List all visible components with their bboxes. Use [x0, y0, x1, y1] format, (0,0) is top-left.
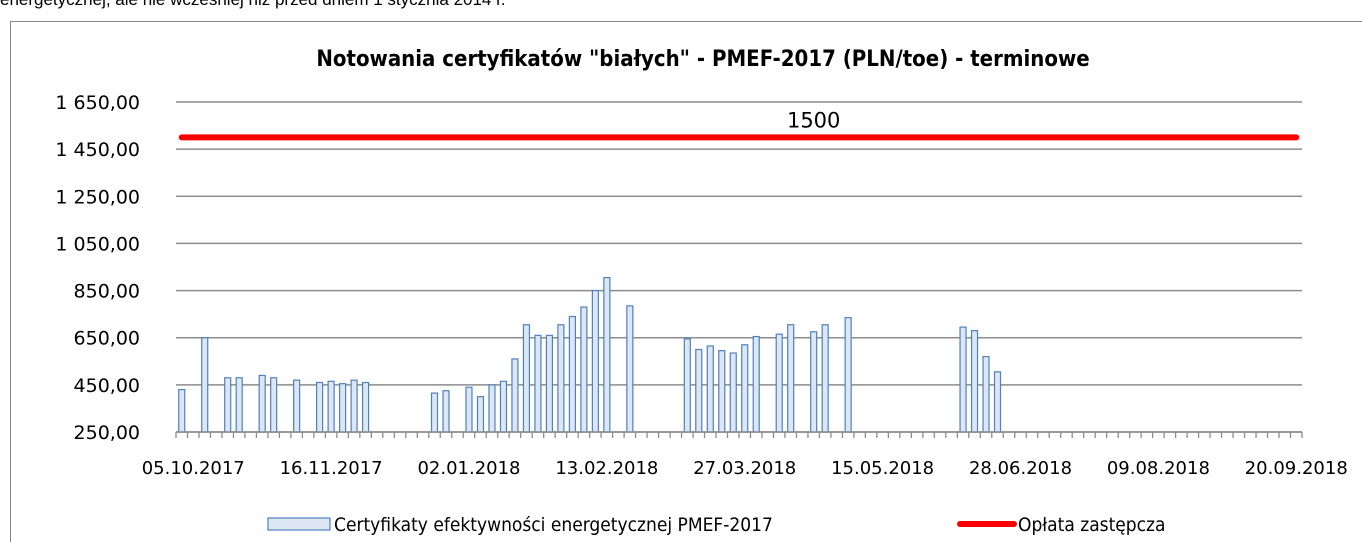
bar	[270, 377, 278, 433]
y-tick-label: 850,00	[74, 281, 140, 303]
bar	[821, 324, 829, 433]
bar	[327, 380, 335, 433]
y-tick-label: 1 050,00	[55, 233, 140, 255]
x-tick-label: 02.01.2018	[417, 458, 520, 479]
bar	[982, 355, 990, 433]
bar	[775, 333, 783, 433]
bar	[511, 358, 519, 433]
x-tick-label: 16.11.2017	[280, 458, 383, 479]
bar	[729, 352, 737, 433]
bar	[810, 331, 818, 433]
bar	[603, 277, 611, 433]
bar	[970, 330, 979, 433]
legend-swatch	[267, 517, 331, 531]
bar	[626, 305, 634, 433]
y-tick-label: 1 650,00	[55, 92, 140, 114]
bar	[545, 334, 554, 433]
legend-label: Opłata zastępcza	[1018, 514, 1166, 536]
bar	[499, 380, 508, 433]
bar	[557, 324, 565, 433]
bar	[201, 337, 209, 433]
bar	[787, 324, 795, 433]
y-tick-label: 450,00	[74, 375, 140, 397]
bar	[580, 306, 588, 433]
bar	[258, 374, 266, 433]
x-tick-label: 05.10.2017	[142, 458, 245, 479]
chart-title: Notowania certyfikatów "białych" - PMEF-…	[316, 47, 1089, 72]
page-text: energetycznej, ale nie wcześniej niż prz…	[0, 0, 506, 9]
bar	[235, 377, 243, 433]
bar	[959, 326, 967, 433]
legend-label: Certyfikaty efektywności energetycznej P…	[334, 514, 773, 536]
bar	[568, 315, 576, 433]
bar	[476, 396, 485, 433]
chart-frame	[10, 21, 1362, 542]
bar	[993, 371, 1002, 433]
bar	[224, 377, 232, 433]
bar	[293, 379, 301, 433]
bar	[465, 386, 473, 433]
bar	[339, 383, 347, 433]
y-tick-label: 650,00	[74, 328, 140, 350]
bar	[695, 348, 703, 433]
bar	[350, 379, 358, 433]
bar	[706, 345, 714, 433]
bar	[844, 317, 852, 433]
x-tick-label: 20.09.2018	[1245, 458, 1348, 479]
y-tick-label: 250,00	[74, 422, 140, 444]
x-tick-label: 27.03.2018	[693, 458, 796, 479]
bar	[741, 344, 749, 433]
bar	[534, 334, 542, 433]
bar	[178, 388, 186, 433]
bar	[683, 338, 691, 433]
y-tick-label: 1 450,00	[55, 139, 140, 161]
bar	[718, 350, 726, 433]
bar	[752, 335, 760, 433]
bar	[430, 392, 439, 433]
y-tick-label: 1 250,00	[55, 186, 140, 208]
bar	[361, 381, 370, 433]
bar	[591, 289, 599, 433]
bar	[488, 384, 496, 433]
x-tick-label: 13.02.2018	[555, 458, 658, 479]
data-label: 1500	[787, 108, 840, 132]
x-tick-label: 28.06.2018	[969, 458, 1072, 479]
x-tick-label: 09.08.2018	[1107, 458, 1210, 479]
bar	[522, 324, 531, 433]
x-tick-label: 15.05.2018	[831, 458, 934, 479]
bar	[442, 390, 450, 433]
bar	[316, 381, 324, 433]
